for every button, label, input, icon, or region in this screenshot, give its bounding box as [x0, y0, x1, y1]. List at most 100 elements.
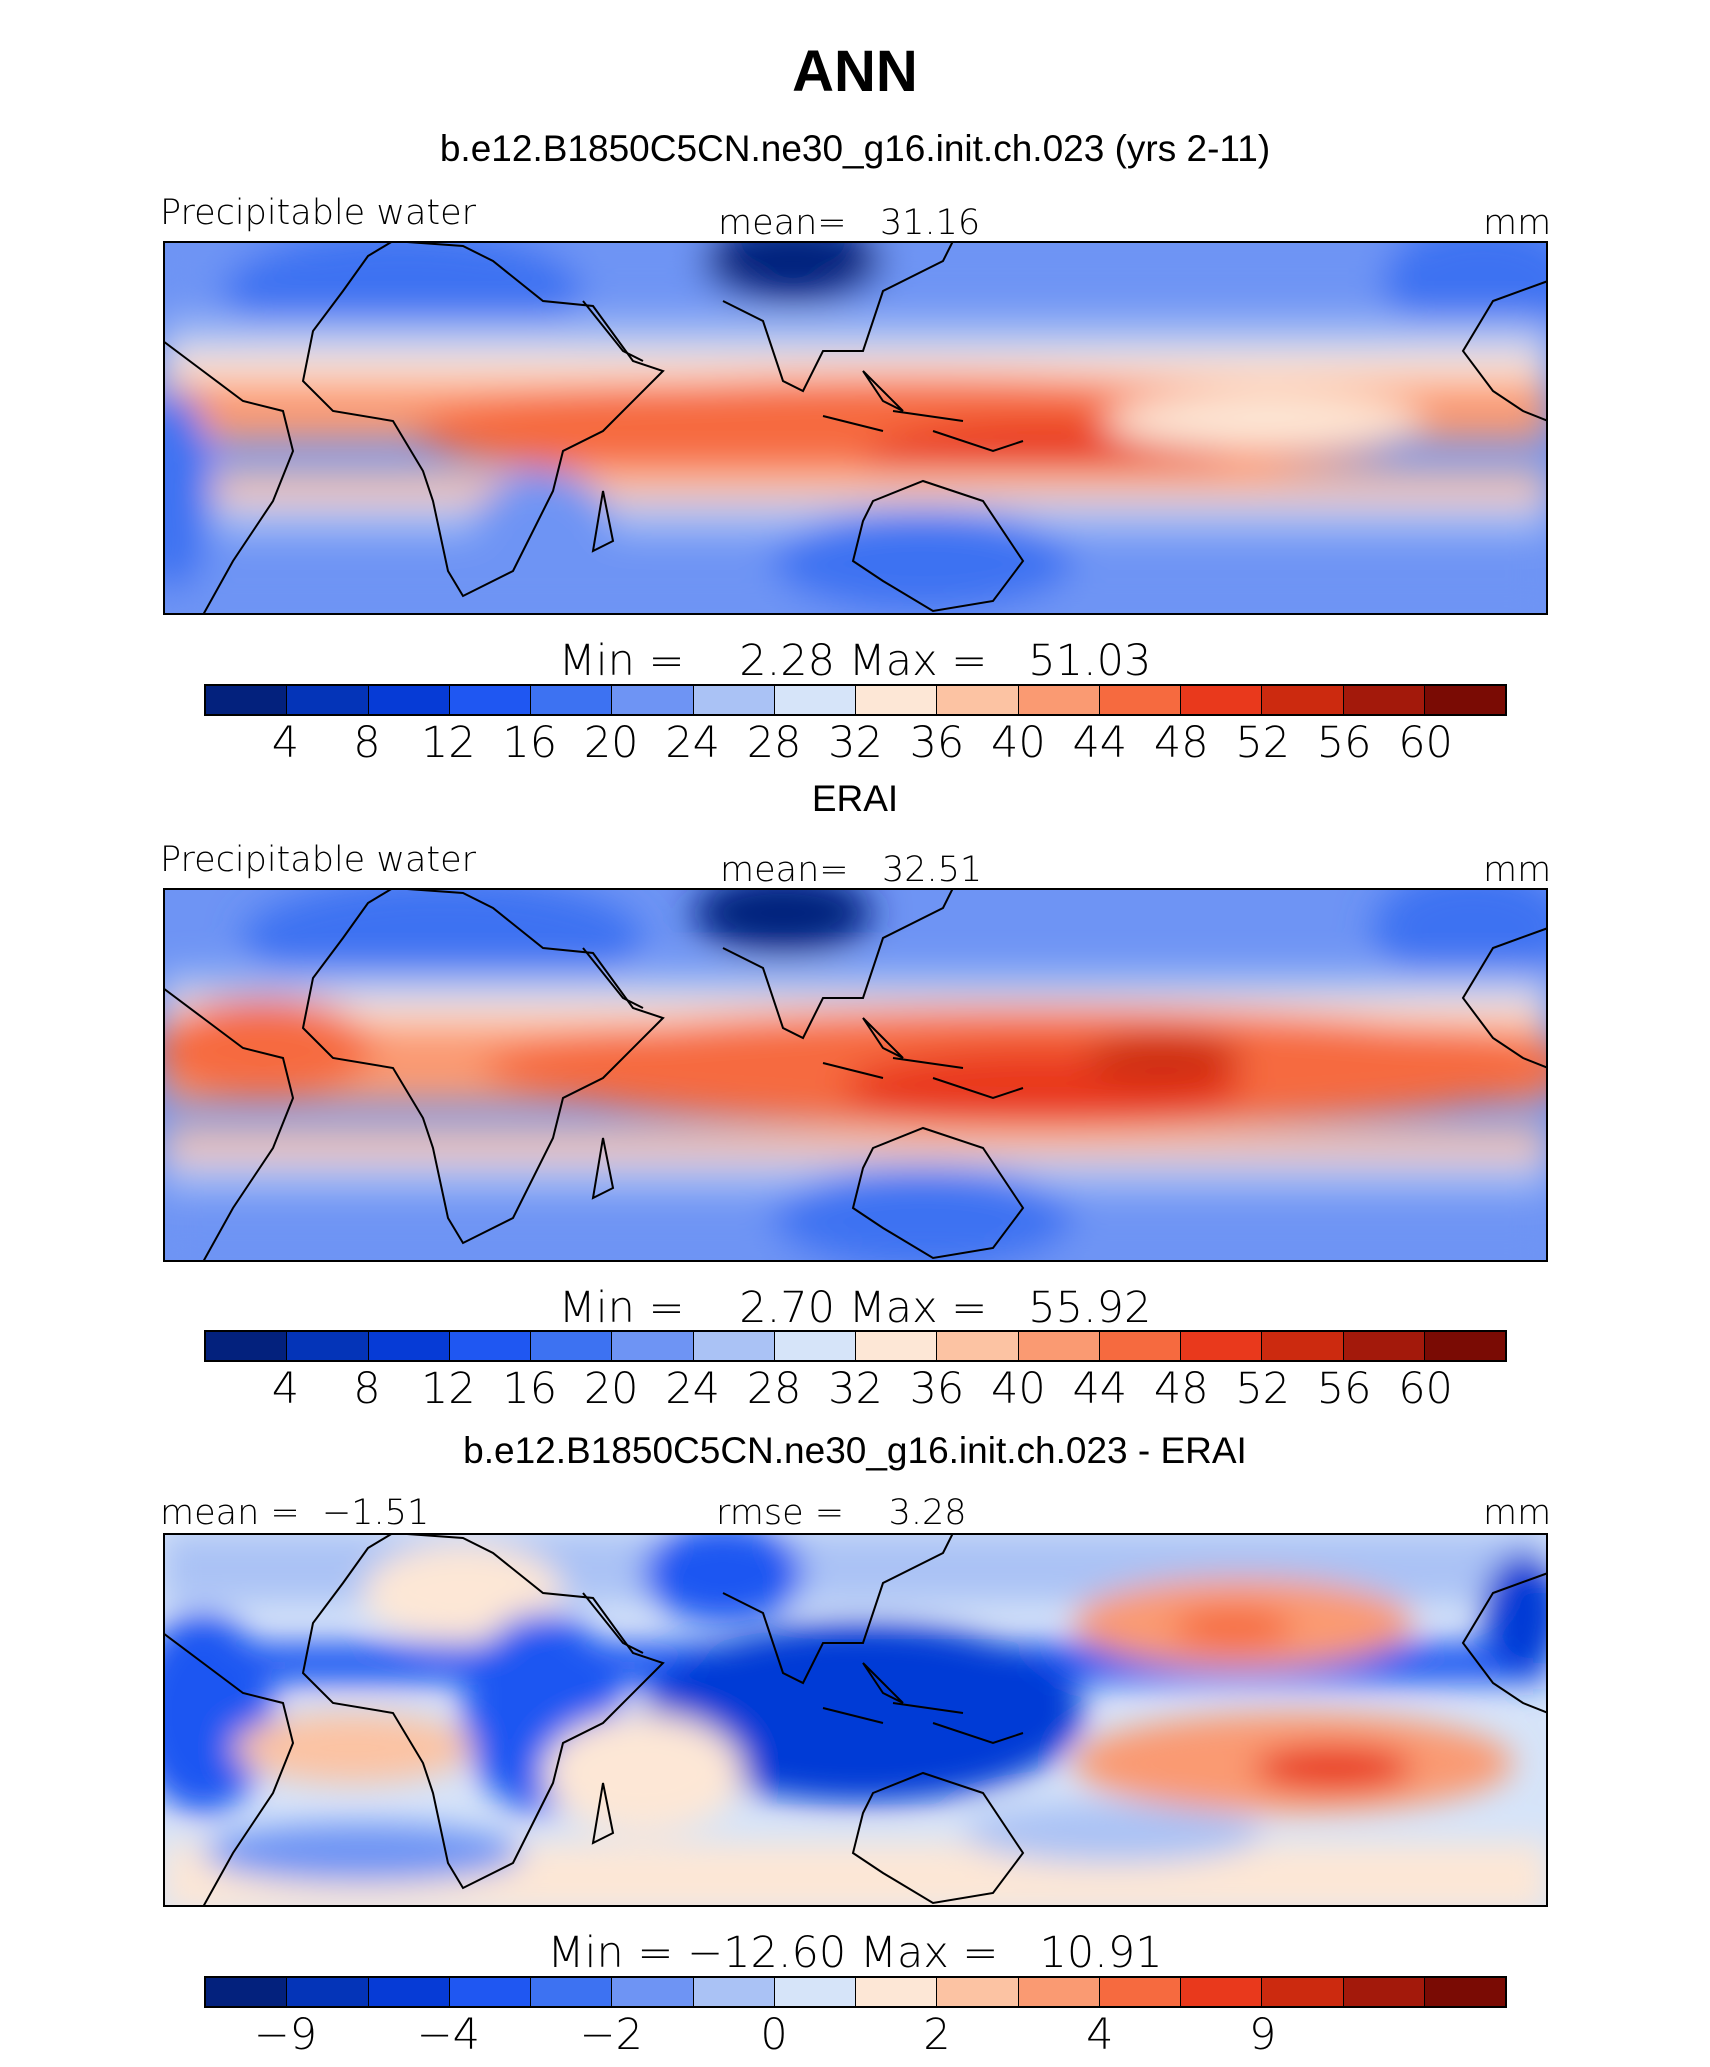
colorbar-swatch	[856, 1332, 938, 1360]
colorbar-tick-label: 0	[760, 2010, 788, 2060]
colorbar-swatch	[856, 1978, 938, 2006]
panel-1-mean-label: mean= 31.16	[718, 203, 981, 243]
panel-2-map	[163, 888, 1548, 1262]
colorbar-tick-label: 24	[665, 1364, 720, 1414]
colorbar-tick-label: 16	[502, 718, 558, 768]
colorbar-tick-label: 48	[1153, 718, 1209, 768]
colorbar-tick-label: 24	[665, 718, 720, 768]
colorbar-swatch	[449, 1332, 531, 1360]
panel-3-subtitle: b.e12.B1850C5CN.ne30_g16.init.ch.023 - E…	[463, 1430, 1247, 1471]
colorbar-tick-label: 9	[1249, 2010, 1277, 2060]
colorbar-tick-label: 2	[923, 2010, 951, 2060]
colorbar-swatch	[1181, 1978, 1263, 2006]
panel-3-colorbar-ticks: −9 −4 −2 0 2 4 9	[204, 2010, 1507, 2060]
panel-1-variable-label: Precipitable water	[160, 193, 477, 233]
colorbar-swatch	[1018, 686, 1100, 714]
colorbar-tick-label: 16	[502, 1364, 558, 1414]
panel-3-colorbar	[204, 1976, 1507, 2008]
panel-2-colorbar-ticks: 4 8 12 16 20 24 28 32 36 40 44 48 52 56 60	[204, 1364, 1507, 1414]
colorbar-swatch	[287, 686, 369, 714]
panel-3-minmax: Min = −12.60 Max = 10.91	[547, 1928, 1163, 1978]
colorbar-tick-label: 44	[1072, 1364, 1128, 1414]
colorbar-swatch	[1262, 686, 1344, 714]
colorbar-tick-label: −9	[253, 2010, 318, 2060]
panel-1-minmax: Min = 2.28 Max = 51.03	[558, 636, 1152, 686]
colorbar-swatch	[774, 1978, 856, 2006]
colorbar-swatch	[531, 686, 613, 714]
panel-1-colorbar-ticks: 4 8 12 16 20 24 28 32 36 40 44 48 52 56 60	[204, 718, 1507, 768]
colorbar-tick-label: 4	[1086, 2010, 1114, 2060]
colorbar-swatch	[449, 1978, 531, 2006]
colorbar-tick-label: 60	[1398, 718, 1453, 768]
colorbar-swatch	[693, 686, 775, 714]
colorbar-swatch	[206, 1332, 288, 1360]
panel-3-mean-label: mean = −1.51	[160, 1493, 430, 1533]
colorbar-tick-label: 40	[991, 1364, 1046, 1414]
colorbar-swatch	[531, 1978, 613, 2006]
colorbar-tick-label: 4	[271, 1364, 300, 1414]
colorbar-swatch	[856, 686, 938, 714]
colorbar-tick-label: 20	[583, 718, 639, 768]
colorbar-swatch	[368, 1332, 450, 1360]
colorbar-swatch	[1099, 1978, 1181, 2006]
colorbar-tick-label: 32	[828, 1364, 883, 1414]
colorbar-tick-label: 60	[1398, 1364, 1453, 1414]
panel-1-units-label: mm	[1483, 203, 1552, 243]
colorbar-swatch	[1018, 1978, 1100, 2006]
colorbar-swatch	[206, 1978, 288, 2006]
colorbar-swatch	[1181, 686, 1263, 714]
panel-2-minmax: Min = 2.70 Max = 55.92	[558, 1283, 1152, 1333]
colorbar-tick-label: 48	[1153, 1364, 1209, 1414]
colorbar-swatch	[612, 1978, 694, 2006]
figure-title: ANN	[792, 39, 918, 104]
colorbar-swatch	[287, 1332, 369, 1360]
colorbar-tick-label: 36	[909, 1364, 965, 1414]
colorbar-tick-label: 44	[1072, 718, 1128, 768]
colorbar-tick-label: 32	[828, 718, 883, 768]
colorbar-swatch	[1424, 1332, 1505, 1360]
colorbar-swatch	[937, 1332, 1019, 1360]
colorbar-swatch	[937, 1978, 1019, 2006]
colorbar-tick-label: 36	[909, 718, 965, 768]
panel-1-map	[163, 241, 1548, 615]
colorbar-swatch	[1424, 686, 1505, 714]
panel-2-variable-label: Precipitable water	[160, 840, 477, 880]
colorbar-tick-label: 20	[583, 1364, 639, 1414]
colorbar-swatch	[612, 1332, 694, 1360]
panel-3-map	[163, 1533, 1548, 1907]
colorbar-tick-label: 28	[746, 718, 802, 768]
colorbar-swatch	[774, 1332, 856, 1360]
colorbar-swatch	[1343, 1978, 1425, 2006]
colorbar-tick-label: 56	[1316, 718, 1372, 768]
panel-3-rmse-label: rmse = 3.28	[716, 1493, 967, 1533]
colorbar-swatch	[612, 686, 694, 714]
panel-2-mean-label: mean= 32.51	[720, 850, 983, 890]
colorbar-swatch	[206, 686, 288, 714]
colorbar-swatch	[1262, 1332, 1344, 1360]
colorbar-swatch	[1262, 1978, 1344, 2006]
colorbar-swatch	[1099, 1332, 1181, 1360]
colorbar-swatch	[1343, 1332, 1425, 1360]
colorbar-tick-label: 8	[353, 1364, 381, 1414]
panel-2-colorbar	[204, 1330, 1507, 1362]
colorbar-swatch	[937, 686, 1019, 714]
colorbar-swatch	[287, 1978, 369, 2006]
colorbar-tick-label: 52	[1235, 718, 1291, 768]
colorbar-tick-label: 12	[420, 718, 476, 768]
panel-3-units-label: mm	[1483, 1493, 1552, 1533]
colorbar-tick-label: 56	[1316, 1364, 1372, 1414]
colorbar-tick-label: 12	[420, 1364, 476, 1414]
colorbar-tick-label: 52	[1235, 1364, 1291, 1414]
panel-1-subtitle: b.e12.B1850C5CN.ne30_g16.init.ch.023 (yr…	[439, 128, 1271, 169]
colorbar-tick-label: 40	[991, 718, 1046, 768]
panel-1-colorbar	[204, 684, 1507, 716]
colorbar-swatch	[449, 686, 531, 714]
colorbar-tick-label: −2	[579, 2010, 643, 2060]
colorbar-swatch	[368, 1978, 450, 2006]
colorbar-swatch	[693, 1332, 775, 1360]
colorbar-swatch	[1424, 1978, 1505, 2006]
colorbar-swatch	[1099, 686, 1181, 714]
colorbar-swatch	[1018, 1332, 1100, 1360]
colorbar-tick-label: −4	[416, 2010, 481, 2060]
colorbar-swatch	[1181, 1332, 1263, 1360]
